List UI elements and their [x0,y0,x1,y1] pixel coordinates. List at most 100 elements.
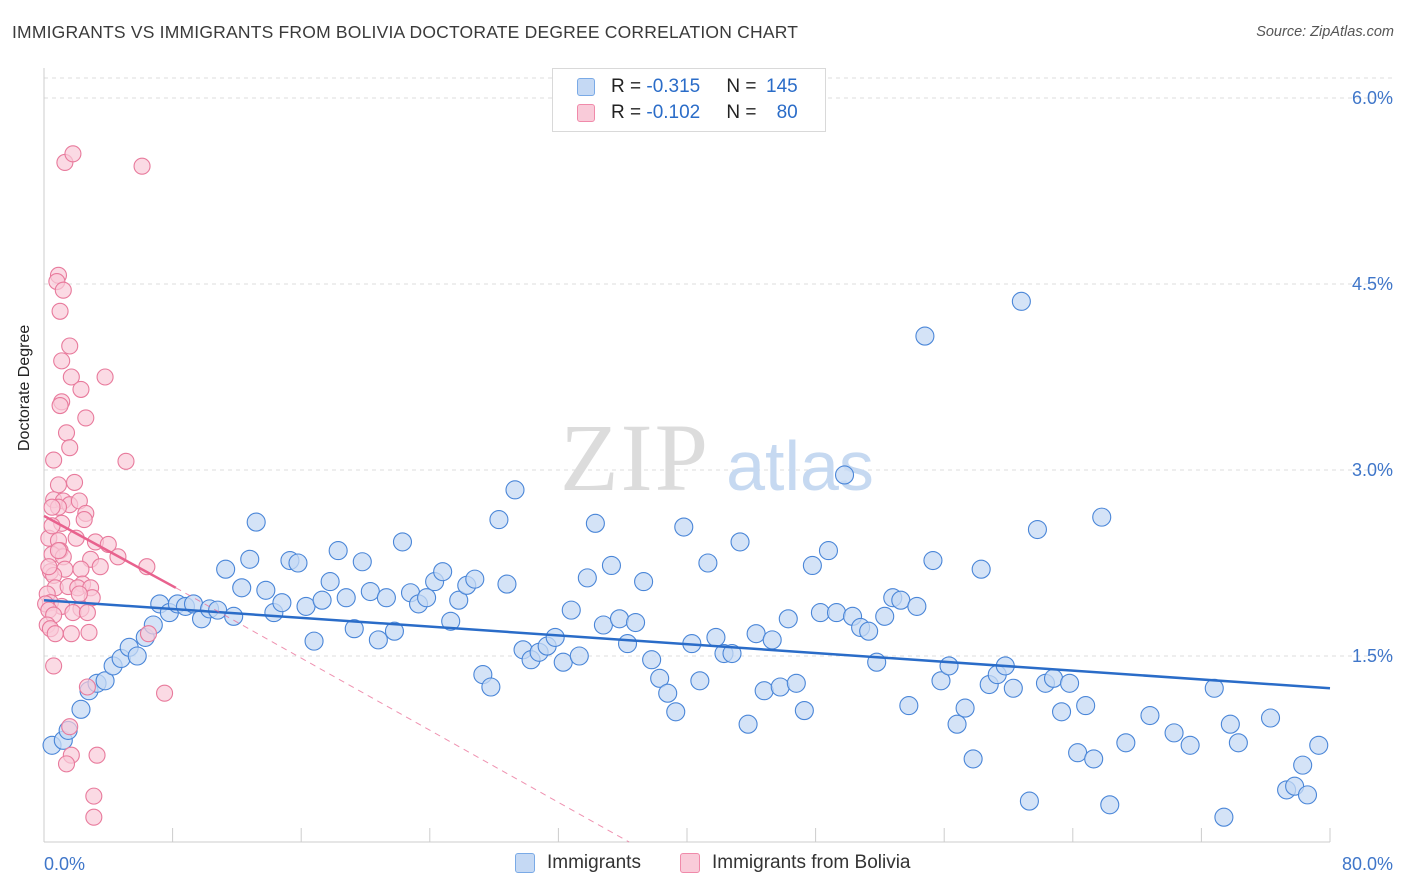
data-point-immigrants [569,646,589,666]
data-point-immigrants [1043,668,1064,688]
data-point-immigrants [1100,795,1120,815]
data-point-bolivia [139,625,158,643]
data-point-bolivia [91,558,109,576]
data-point-bolivia [57,755,76,773]
data-point-immigrants [360,581,380,602]
watermark: ZIP atlas [560,404,874,511]
data-point-immigrants [690,671,710,691]
data-point-bolivia [46,625,64,643]
legend-label-bolivia: Immigrants from Bolivia [712,852,911,873]
legend-n-label: N = [726,76,762,97]
data-point-immigrants [730,532,750,552]
data-point-immigrants [770,677,790,697]
data-point-immigrants [923,550,943,571]
data-point-immigrants [617,634,638,654]
data-point-immigrants [208,600,228,620]
data-point-immigrants [891,590,911,610]
data-point-bolivia [85,787,103,805]
data-point-immigrants [320,572,340,592]
trend-lines [43,514,1331,843]
data-point-immigrants [1116,733,1136,753]
trend-line-immigrants [43,598,1331,690]
data-point-bolivia [45,657,63,675]
data-point-immigrants [794,701,814,721]
data-point-immigrants [738,714,758,734]
data-point-bolivia [51,302,69,320]
data-point-immigrants [609,609,630,629]
data-point-immigrants [1309,735,1329,755]
data-point-immigrants [971,559,991,579]
data-point-immigrants [1076,696,1096,716]
data-point-bolivia [117,452,135,470]
y-tick-label: 6.0% [1352,88,1393,108]
data-point-immigrants [1051,702,1072,722]
legend-item-immigrants[interactable]: Immigrants [515,852,641,874]
data-point-immigrants [899,696,919,716]
legend-r-label: R = [611,102,647,123]
legend-item-bolivia[interactable]: Immigrants from Bolivia [680,852,911,874]
data-point-bolivia [133,157,151,175]
trend-line-bolivia-extension [175,587,630,843]
data-point-immigrants [553,652,573,672]
legend-swatch-blue [515,853,535,873]
data-point-immigrants [392,532,413,552]
data-point-immigrants [963,749,983,769]
data-point-immigrants [875,606,895,626]
data-point-immigrants [1019,791,1039,811]
data-point-immigrants [489,510,509,530]
data-point-immigrants [433,562,453,582]
tick-labels: 1.5% 3.0% 4.5% 6.0% 0.0% 80.0% [44,88,1393,874]
correlation-legend: R = -0.315 N = 145 R = -0.102 N = 80 [552,68,826,132]
data-point-immigrants [1084,749,1104,769]
data-point-immigrants [859,621,879,641]
data-point-immigrants [634,572,654,592]
x-tick-label: 0.0% [44,854,85,874]
data-point-immigrants [955,698,975,718]
legend-n-value: 145 [766,76,798,97]
y-tick-label: 4.5% [1352,274,1393,294]
data-point-immigrants [1180,735,1200,755]
data-point-bolivia [72,560,90,578]
data-point-immigrants [304,631,324,651]
data-point-immigrants [312,590,332,610]
data-point-immigrants [417,588,437,608]
data-point-bolivia [57,424,76,442]
data-point-immigrants [1293,755,1313,775]
data-point-immigrants [256,580,276,600]
data-point-bolivia [77,409,95,427]
data-point-bolivia [96,368,114,386]
y-tick-label: 3.0% [1352,460,1393,480]
data-point-immigrants [384,621,404,641]
legend-n-value: 80 [776,102,798,123]
data-point-immigrants [328,541,348,561]
data-point-immigrants [915,326,935,346]
data-point-immigrants [1011,291,1031,311]
data-point-immigrants [1060,673,1080,693]
data-point-bolivia [78,678,96,696]
legend-row-bolivia: R = -0.102 N = 80 [577,100,798,126]
data-point-immigrants [754,681,774,701]
data-point-immigrants [931,671,951,691]
data-point-immigrants [368,630,388,650]
data-point-immigrants [240,549,260,569]
data-point-immigrants [698,553,718,573]
data-point-bolivia [49,476,68,494]
data-point-immigrants [802,555,822,576]
data-point-immigrants [1214,807,1234,827]
x-tick-label: 80.0% [1342,854,1393,874]
data-point-immigrants [1068,743,1088,763]
data-point-immigrants [1297,785,1318,805]
data-point-immigrants [947,714,967,734]
data-point-immigrants [505,480,525,500]
data-point-immigrants [1260,708,1281,728]
data-point-immigrants [481,677,501,697]
data-point-bolivia [156,684,174,702]
trend-line-bolivia [43,514,177,589]
data-point-immigrants [1228,733,1248,753]
watermark-atlas: atlas [726,427,874,505]
source-credit: Source: ZipAtlas.com [1256,24,1394,40]
data-point-bolivia [53,352,71,370]
data-point-immigrants [95,671,115,691]
chart-title: IMMIGRANTS VS IMMIGRANTS FROM BOLIVIA DO… [12,22,799,42]
data-point-immigrants [626,612,646,633]
